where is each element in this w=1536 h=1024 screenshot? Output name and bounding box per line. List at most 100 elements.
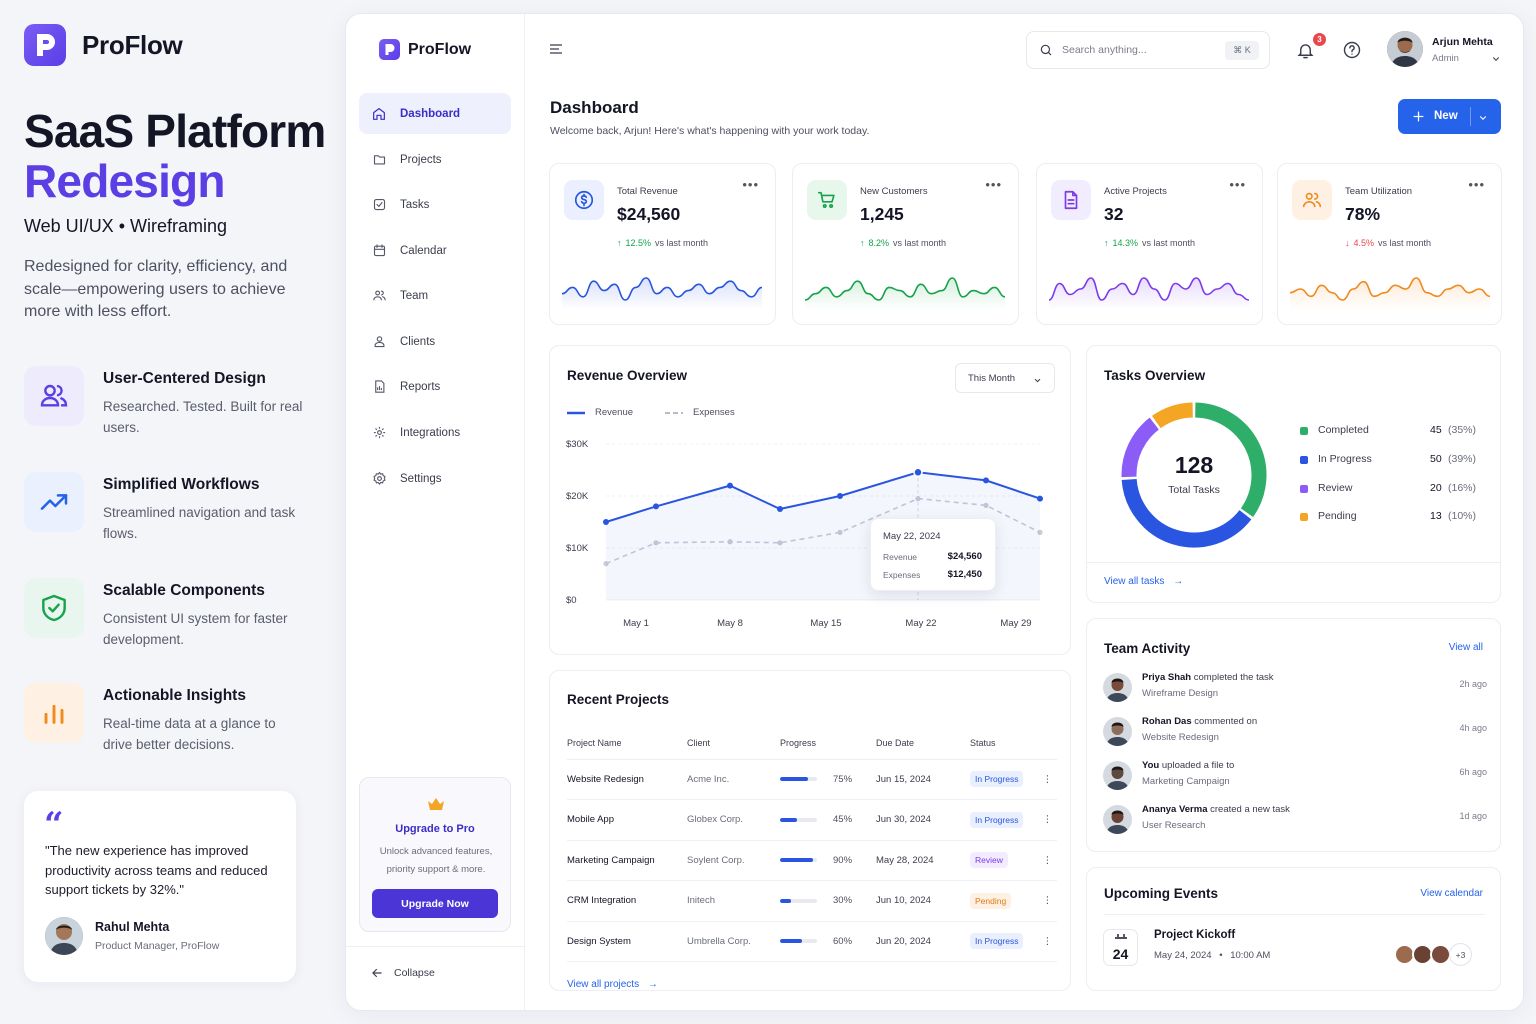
project-due-date: Jun 10, 2024 — [876, 880, 970, 922]
donut-segment-pending[interactable] — [1151, 402, 1194, 429]
search-input[interactable]: Search anything... ⌘ K — [1026, 31, 1270, 69]
data-point-expenses[interactable] — [727, 539, 733, 545]
new-button[interactable]: New — [1398, 99, 1501, 134]
column-header[interactable]: Client — [687, 728, 780, 760]
activity-item[interactable]: You uploaded a file to Marketing Campaign… — [1103, 760, 1487, 800]
calendar-date-icon: 24 — [1103, 929, 1138, 966]
data-point-revenue[interactable] — [777, 506, 783, 512]
attendee-avatars[interactable]: +3 — [1394, 940, 1484, 970]
data-point-expenses[interactable] — [915, 496, 921, 502]
help-icon[interactable] — [1342, 40, 1362, 60]
data-point-revenue[interactable] — [837, 493, 843, 499]
more-options-icon[interactable]: ⋮ — [1038, 799, 1057, 841]
more-options-icon[interactable]: ⋮ — [1038, 880, 1057, 922]
view-all-projects-link[interactable]: View all projects → — [567, 979, 658, 990]
data-point-revenue[interactable] — [1037, 495, 1043, 502]
data-point-expenses[interactable] — [837, 529, 843, 535]
data-point-revenue[interactable] — [603, 519, 609, 525]
collapse-button[interactable]: Collapse — [370, 966, 435, 980]
progress-fill — [780, 817, 797, 822]
feature-item: User-Centered Design Researched. Tested.… — [24, 366, 324, 438]
column-header[interactable]: Status — [970, 728, 1038, 760]
sidebar-item-label: Tasks — [400, 198, 430, 211]
table-row[interactable]: Marketing Campaign Soylent Corp. 90% May 28… — [567, 840, 1057, 881]
more-options-icon[interactable]: ••• — [985, 177, 1002, 192]
legend-item-expenses: Expenses — [665, 407, 735, 418]
more-options-icon[interactable]: ⋮ — [1038, 759, 1057, 800]
data-point-expenses[interactable] — [1037, 529, 1043, 535]
data-point-revenue[interactable] — [913, 467, 923, 478]
view-all-link[interactable]: View all — [1448, 642, 1483, 653]
project-status: In Progress — [970, 799, 1038, 841]
arrow-right-icon: → — [1173, 576, 1184, 587]
data-point-expenses[interactable] — [603, 561, 609, 567]
avatar — [1103, 761, 1132, 790]
data-point-revenue[interactable] — [653, 503, 659, 510]
task-stat-label: Completed — [1318, 424, 1369, 436]
view-all-tasks-link[interactable]: View all tasks → — [1104, 576, 1183, 587]
user-role: Admin — [1432, 53, 1459, 64]
legend-swatch — [1300, 485, 1308, 493]
data-point-expenses[interactable] — [983, 502, 989, 508]
upgrade-now-button[interactable]: Upgrade Now — [372, 889, 498, 918]
sidebar: ProFlow Dashboard Projects Tasks Calenda… — [346, 14, 525, 1010]
donut-segment-review[interactable] — [1121, 417, 1160, 478]
more-options-icon[interactable]: ••• — [1468, 177, 1485, 192]
notification-bell-icon[interactable] — [1296, 41, 1315, 60]
chevron-down-icon[interactable] — [1491, 54, 1501, 64]
activity-time: 6h ago — [1459, 767, 1487, 777]
sidebar-item-team[interactable]: Team — [359, 275, 511, 316]
event-name[interactable]: Project Kickoff — [1154, 929, 1236, 941]
data-point-expenses[interactable] — [653, 540, 659, 546]
sidebar-item-tasks[interactable]: Tasks — [359, 184, 511, 225]
activity-target: Website Redesign — [1142, 732, 1219, 743]
data-point-revenue[interactable] — [727, 482, 733, 489]
testimonial-text: "The new experience has improved product… — [45, 843, 268, 897]
activity-item[interactable]: Priya Shah completed the task Wireframe D… — [1103, 672, 1487, 712]
project-name: Mobile App — [567, 799, 687, 841]
more-options-icon[interactable]: ⋮ — [1038, 921, 1057, 962]
table-row[interactable]: Website Redesign Acme Inc. 75% Jun 15, 2024… — [567, 759, 1057, 800]
divider — [1087, 562, 1500, 563]
arrow-up-icon: ↑ — [860, 238, 865, 248]
avatar — [1103, 673, 1132, 702]
task-stat-label: Review — [1318, 482, 1353, 494]
donut-segment-completed[interactable] — [1194, 402, 1267, 518]
sidebar-item-integrations[interactable]: Integrations — [359, 412, 511, 453]
event-day: 24 — [1112, 946, 1129, 962]
arrow-left-icon — [372, 968, 382, 978]
chevron-down-icon[interactable] — [1478, 113, 1488, 123]
column-header[interactable]: Progress — [780, 728, 876, 760]
view-calendar-link[interactable]: View calendar — [1420, 888, 1483, 899]
sidebar-item-reports[interactable]: Reports — [359, 366, 511, 407]
donut-segment-in-progress[interactable] — [1121, 478, 1252, 548]
more-options-icon[interactable]: ⋮ — [1038, 840, 1057, 881]
column-header[interactable]: Project Name — [567, 728, 687, 760]
arrow-up-icon: ↑ — [617, 238, 622, 248]
table-row[interactable]: Design System Umbrella Corp. 60% Jun 20, 20… — [567, 921, 1057, 962]
more-options-icon[interactable]: ••• — [742, 177, 759, 192]
sidebar-item-settings[interactable]: Settings — [359, 458, 511, 499]
plus-icon — [1413, 111, 1424, 122]
sidebar-item-calendar[interactable]: Calendar — [359, 230, 511, 271]
sidebar-item-dashboard[interactable]: Dashboard — [359, 93, 511, 134]
new-button-label: New — [1434, 110, 1458, 122]
column-header[interactable]: Due Date — [876, 728, 970, 760]
table-row[interactable]: Mobile App Globex Corp. 45% Jun 30, 2024 In … — [567, 799, 1057, 841]
brand-logo[interactable] — [379, 39, 400, 60]
sidebar-item-label: Settings — [400, 472, 442, 485]
table-row[interactable]: CRM Integration Initech 30% Jun 10, 2024 Pen… — [567, 880, 1057, 922]
sidebar-item-clients[interactable]: Clients — [359, 321, 511, 362]
sidebar-item-projects[interactable]: Projects — [359, 139, 511, 180]
more-options-icon[interactable]: ••• — [1229, 177, 1246, 192]
project-due-date: Jun 15, 2024 — [876, 759, 970, 800]
stat-label: Active Projects — [1104, 186, 1167, 197]
menu-icon[interactable] — [550, 43, 562, 55]
period-select[interactable]: This Month — [955, 363, 1055, 393]
user-avatar[interactable] — [1387, 31, 1423, 67]
stat-change-value: 14.3% — [1112, 238, 1139, 248]
activity-item[interactable]: Rohan Das commented on Website Redesign 4h… — [1103, 716, 1487, 756]
activity-item[interactable]: Ananya Verma created a new task User Rese… — [1103, 804, 1487, 844]
data-point-revenue[interactable] — [983, 477, 989, 484]
data-point-expenses[interactable] — [777, 540, 783, 546]
